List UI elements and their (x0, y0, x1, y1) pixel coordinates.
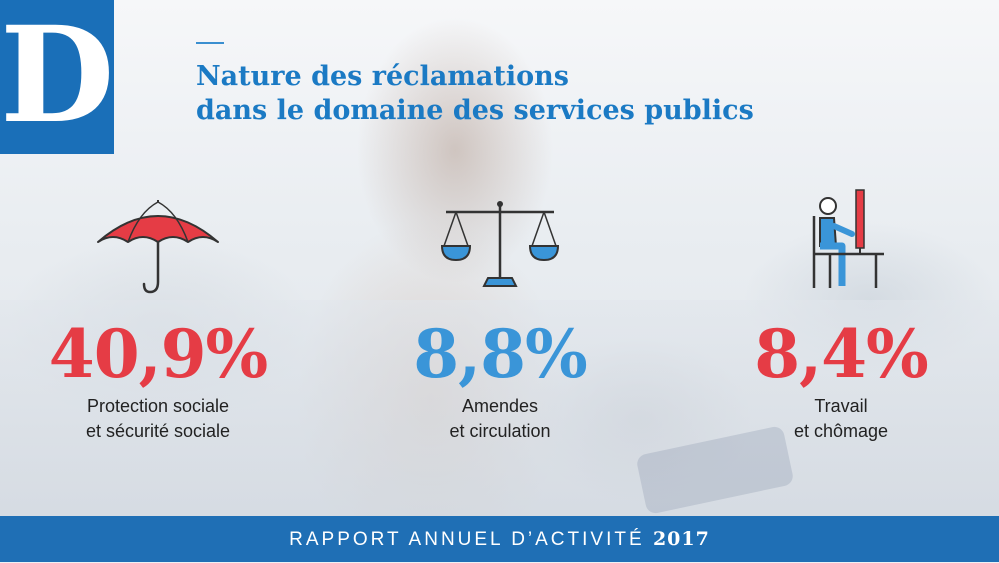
background-desk (0, 300, 999, 516)
stat-label-line-1: Protection sociale (86, 396, 230, 416)
logo-letter: D (0, 0, 115, 153)
stat-percent-amendes: 8,8% (413, 315, 588, 393)
stat-label-travail: Travail et chômage (691, 394, 991, 444)
title-line-2: dans le domaine des services publics (196, 95, 754, 126)
page-title: Nature des réclamations dans le domaine … (196, 60, 836, 128)
stat-percent-travail: 8,4% (754, 315, 929, 393)
footer-text: RAPPORT ANNUEL D’ACTIVITÉ (289, 529, 645, 550)
desk-worker-icon (812, 189, 884, 288)
stat-percent-protection-sociale: 40,9% (48, 315, 268, 393)
stat-label-protection-sociale: Protection sociale et sécurité sociale (8, 394, 308, 444)
footer-banner: RAPPORT ANNUEL D’ACTIVITÉ 2017 (0, 516, 999, 562)
footer-year: 2017 (652, 528, 710, 550)
scales-icon (440, 201, 560, 287)
stat-label-line-2: et circulation (449, 421, 551, 441)
stat-label-line-2: et chômage (793, 421, 889, 441)
title-line-1: Nature des réclamations (196, 61, 569, 92)
stat-label-line-2: et sécurité sociale (85, 421, 231, 441)
title-rule (196, 42, 224, 44)
logo: D (0, 0, 114, 154)
stat-label-line-1: Travail (814, 396, 868, 416)
stat-label-line-1: Amendes (461, 396, 539, 416)
umbrella-icon (97, 200, 219, 294)
stat-label-amendes: Amendes et circulation (350, 394, 650, 444)
background-photo (0, 0, 999, 516)
